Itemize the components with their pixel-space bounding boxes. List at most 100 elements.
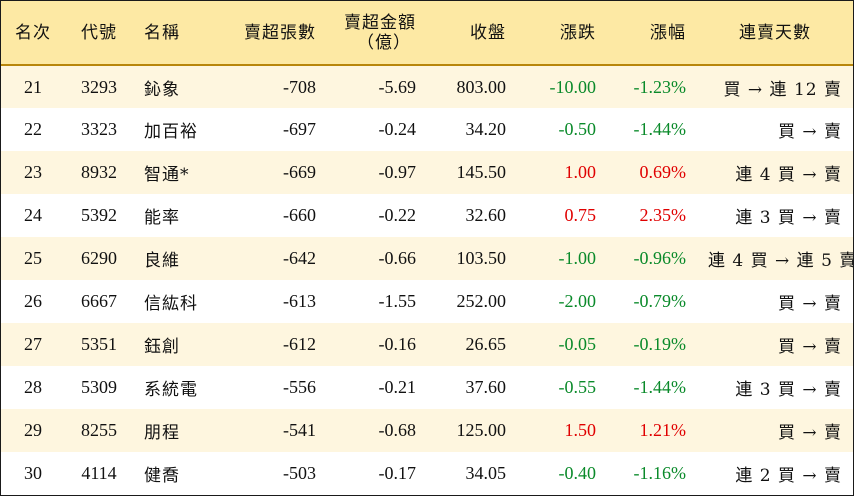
cell-change: -1.00: [558, 248, 597, 268]
table-row: 26 6667 信紘科 -613 -1.55 252.00 -2.00 -0.79% 買 → 賣: [1, 280, 853, 323]
table-row: 29 8255 朋程 -541 -0.68 125.00 1.50 1.21% 買 → 賣: [1, 409, 853, 452]
cell-name: 系統電: [144, 380, 198, 400]
cell-change-pct: -1.44%: [633, 119, 687, 139]
cell-change: -0.55: [558, 377, 597, 397]
cell-sell-days: 連 4 買 → 賣: [735, 165, 842, 185]
cell-change-pct: 2.35%: [639, 205, 687, 225]
header-change-pct: 漲幅: [607, 1, 697, 66]
table-row: 30 4114 健喬 -503 -0.17 34.05 -0.40 -1.16% 連 2 買 →…: [1, 452, 853, 495]
cell-name: 智通*: [144, 165, 190, 185]
cell-sell-amount: -0.24: [378, 119, 417, 139]
cell-sell-lots: -613: [283, 291, 316, 311]
cell-close: 145.50: [456, 162, 507, 182]
cell-change: -0.05: [558, 334, 597, 354]
cell-name: 加百裕: [144, 122, 198, 142]
cell-sell-amount: -5.69: [378, 76, 417, 97]
header-name: 名稱: [133, 1, 223, 66]
cell-name: 良維: [144, 251, 180, 271]
cell-change-pct: 1.21%: [639, 420, 687, 440]
cell-change: -0.40: [558, 463, 597, 483]
cell-name: 能率: [144, 208, 180, 228]
header-sell-amount-label: 賣超金額: [344, 12, 416, 33]
table-row: 25 6290 良維 -642 -0.66 103.50 -1.00 -0.96% 連 4 買 …: [1, 237, 853, 280]
header-sell-amount: 賣超金額 （億）: [327, 1, 427, 66]
cell-code: 5351: [81, 334, 117, 354]
header-code: 代號: [65, 1, 133, 66]
table-row: 24 5392 能率 -660 -0.22 32.60 0.75 2.35% 連 3 買 → 賣: [1, 194, 853, 237]
cell-rank: 22: [24, 119, 42, 139]
table-row: 23 8932 智通* -669 -0.97 145.50 1.00 0.69% 連 4 買 →…: [1, 151, 853, 194]
cell-change-pct: -1.44%: [633, 377, 687, 397]
table-body: 21 3293 鈊象 -708 -5.69 803.00 -10.00 -1.23% 買 → 連…: [1, 65, 853, 495]
cell-sell-lots: -556: [283, 377, 316, 397]
cell-code: 8255: [81, 420, 117, 440]
cell-close: 37.60: [465, 377, 507, 397]
cell-rank: 29: [24, 420, 42, 440]
cell-sell-days: 買 → 連 12 賣: [723, 79, 842, 100]
cell-change: -2.00: [558, 291, 597, 311]
cell-close: 34.05: [465, 463, 507, 483]
cell-close: 125.00: [456, 420, 507, 440]
cell-rank: 25: [24, 248, 42, 268]
cell-change-pct: -0.79%: [633, 291, 687, 311]
cell-code: 6290: [81, 248, 117, 268]
cell-name: 信紘科: [144, 294, 198, 314]
cell-code: 5309: [81, 377, 117, 397]
cell-code: 3293: [81, 76, 117, 97]
cell-rank: 27: [24, 334, 42, 354]
table-header: 名次 代號 名稱 賣超張數 賣超金額 （億） 收盤 漲跌 漲幅 連賣天數: [1, 1, 853, 66]
cell-name: 鈊象: [144, 79, 180, 100]
table-row: 27 5351 鈺創 -612 -0.16 26.65 -0.05 -0.19% 買 → 賣: [1, 323, 853, 366]
cell-change-pct: -1.23%: [633, 76, 687, 97]
cell-sell-days: 買 → 賣: [777, 337, 842, 357]
header-sell-lots: 賣超張數: [223, 1, 327, 66]
cell-code: 8932: [81, 162, 117, 182]
cell-sell-days: 買 → 賣: [777, 122, 842, 142]
cell-code: 4114: [81, 463, 117, 483]
cell-sell-amount: -0.66: [378, 248, 417, 268]
cell-sell-days: 連 4 買 → 連 5 賣: [708, 251, 854, 271]
header-close: 收盤: [427, 1, 517, 66]
cell-sell-amount: -0.68: [378, 420, 417, 440]
cell-name: 鈺創: [144, 337, 180, 357]
cell-name: 健喬: [144, 466, 180, 486]
cell-change: 1.50: [564, 420, 597, 440]
cell-close: 252.00: [456, 291, 507, 311]
cell-rank: 26: [24, 291, 42, 311]
cell-sell-lots: -660: [283, 205, 316, 225]
header-sell-amount-unit: （億）: [357, 32, 411, 53]
cell-change-pct: 0.69%: [639, 162, 687, 182]
cell-change-pct: -0.96%: [633, 248, 687, 268]
cell-sell-amount: -0.17: [378, 463, 417, 483]
cell-sell-amount: -0.21: [378, 377, 417, 397]
cell-close: 34.20: [465, 119, 507, 139]
cell-rank: 21: [24, 76, 42, 97]
cell-sell-days: 連 3 買 → 賣: [735, 208, 842, 228]
cell-sell-lots: -697: [283, 119, 316, 139]
header-sell-days: 連賣天數: [697, 1, 853, 66]
cell-sell-lots: -708: [283, 76, 316, 97]
cell-sell-lots: -642: [283, 248, 316, 268]
table-row: 28 5309 系統電 -556 -0.21 37.60 -0.55 -1.44% 連 3 買 …: [1, 366, 853, 409]
cell-sell-days: 連 2 買 → 賣: [735, 466, 842, 486]
header-rank: 名次: [1, 1, 65, 66]
cell-change: -0.50: [558, 119, 597, 139]
cell-rank: 23: [24, 162, 42, 182]
cell-sell-lots: -612: [283, 334, 316, 354]
table-row: 22 3323 加百裕 -697 -0.24 34.20 -0.50 -1.44% 買 → 賣: [1, 108, 853, 151]
cell-close: 32.60: [465, 205, 507, 225]
cell-sell-days: 買 → 賣: [777, 423, 842, 443]
cell-sell-amount: -1.55: [378, 291, 417, 311]
header-row: 名次 代號 名稱 賣超張數 賣超金額 （億） 收盤 漲跌 漲幅 連賣天數: [1, 1, 853, 66]
cell-sell-lots: -669: [283, 162, 316, 182]
cell-rank: 30: [24, 463, 42, 483]
cell-name: 朋程: [144, 423, 180, 443]
cell-sell-lots: -503: [283, 463, 316, 483]
header-change: 漲跌: [517, 1, 607, 66]
table-row: 21 3293 鈊象 -708 -5.69 803.00 -10.00 -1.23% 買 → 連…: [1, 65, 853, 108]
cell-close: 26.65: [465, 334, 507, 354]
cell-close: 803.00: [456, 76, 507, 97]
cell-code: 6667: [81, 291, 117, 311]
cell-change-pct: -0.19%: [633, 334, 687, 354]
